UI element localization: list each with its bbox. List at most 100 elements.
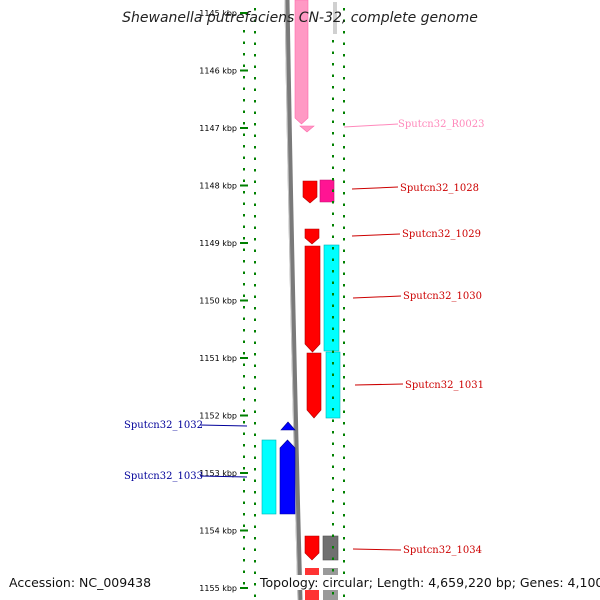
track-dot — [254, 238, 256, 241]
track-dot — [243, 76, 245, 79]
track-dot — [254, 226, 256, 229]
cds-1033 — [261, 439, 277, 515]
gene-1028 — [302, 180, 318, 204]
rna-feature-end — [299, 125, 315, 133]
track-dot — [254, 491, 256, 494]
track-dot — [332, 465, 334, 468]
track-dot — [254, 111, 256, 114]
track-dot — [243, 179, 245, 182]
track-dot — [243, 271, 245, 274]
gene-label-1031[interactable]: Sputcn32_1031 — [405, 380, 484, 391]
track-dot — [332, 362, 334, 365]
track-dot — [243, 513, 245, 516]
track-dot — [243, 317, 245, 320]
leader-1032 — [199, 424, 248, 427]
track-dot — [343, 146, 345, 149]
track-dot — [243, 191, 245, 194]
track-dot — [343, 19, 345, 22]
track-dot — [332, 534, 334, 537]
track-dot — [254, 8, 256, 11]
track-dot — [343, 42, 345, 45]
track-dot — [332, 557, 334, 560]
track-dot — [332, 488, 334, 491]
track-dot — [243, 53, 245, 56]
track-dot — [254, 330, 256, 333]
track-dot — [243, 168, 245, 171]
track-dot — [243, 398, 245, 401]
track-dot — [254, 410, 256, 413]
track-dot — [254, 295, 256, 298]
track-dot — [343, 307, 345, 310]
track-dot — [243, 225, 245, 228]
gene-label-1034[interactable]: Sputcn32_1034 — [403, 545, 482, 556]
track-dot — [343, 169, 345, 172]
track-dot — [254, 100, 256, 103]
track-dot — [332, 86, 334, 89]
axis-tick-label: 1150 kbp — [199, 297, 237, 306]
track-dot — [343, 272, 345, 275]
track-dot — [343, 387, 345, 390]
gene-label-1028[interactable]: Sputcn32_1028 — [400, 183, 479, 194]
track-dot — [332, 523, 334, 526]
track-dot — [343, 399, 345, 402]
rna-feature — [294, 0, 309, 125]
track-dot — [343, 8, 345, 11]
track-dot — [243, 501, 245, 504]
track-dot — [243, 283, 245, 286]
axis-tick-label: 1152 kbp — [199, 412, 237, 421]
gene-1034 — [304, 535, 320, 561]
leader-1030 — [352, 295, 402, 299]
gene-label-1029[interactable]: Sputcn32_1029 — [402, 229, 481, 240]
cds-1030 — [323, 244, 340, 352]
track-dot — [243, 421, 245, 424]
track-dot — [343, 203, 345, 206]
track-dot — [254, 261, 256, 264]
genome-backbone — [284, 0, 303, 600]
track-dot — [332, 74, 334, 77]
track-dot — [254, 399, 256, 402]
gene-1029 — [304, 228, 320, 245]
track-dot — [343, 31, 345, 34]
track-dot — [243, 145, 245, 148]
track-dot — [343, 560, 345, 563]
faint-feature — [333, 2, 337, 34]
track-dot — [332, 235, 334, 238]
track-dot — [243, 570, 245, 573]
gene-label-1030[interactable]: Sputcn32_1030 — [403, 291, 482, 302]
track-dot — [243, 547, 245, 550]
track-dot — [343, 341, 345, 344]
track-dot — [332, 454, 334, 457]
track-dot — [243, 455, 245, 458]
gray-feature — [322, 535, 339, 561]
gene-label-1033[interactable]: Sputcn32_1033 — [124, 471, 203, 482]
axis-tick-label: 1149 kbp — [199, 239, 237, 248]
track-dot — [343, 537, 345, 540]
track-dot — [343, 525, 345, 528]
track-dot — [343, 422, 345, 425]
track-dot — [343, 318, 345, 321]
track-dot — [243, 237, 245, 240]
track-dot — [332, 385, 334, 388]
track-dot — [343, 491, 345, 494]
track-dot — [343, 353, 345, 356]
track-dot — [254, 479, 256, 482]
gene-label-1032[interactable]: Sputcn32_1032 — [124, 420, 203, 431]
track-dot — [332, 51, 334, 54]
track-dot — [343, 410, 345, 413]
gene-label-r0023[interactable]: Sputcn32_R0023 — [398, 119, 484, 130]
track-dot — [343, 123, 345, 126]
track-dot — [254, 123, 256, 126]
track-dot — [254, 31, 256, 34]
track-dot — [332, 442, 334, 445]
track-dot — [343, 157, 345, 160]
track-dot — [332, 120, 334, 123]
track-dot — [243, 340, 245, 343]
gene-1032 — [280, 421, 296, 431]
track-dot — [332, 511, 334, 514]
track-dot — [332, 143, 334, 146]
leader-1029 — [351, 233, 401, 237]
track-dot — [243, 467, 245, 470]
track-dot — [332, 396, 334, 399]
track-dot — [343, 180, 345, 183]
track-dot — [243, 248, 245, 251]
